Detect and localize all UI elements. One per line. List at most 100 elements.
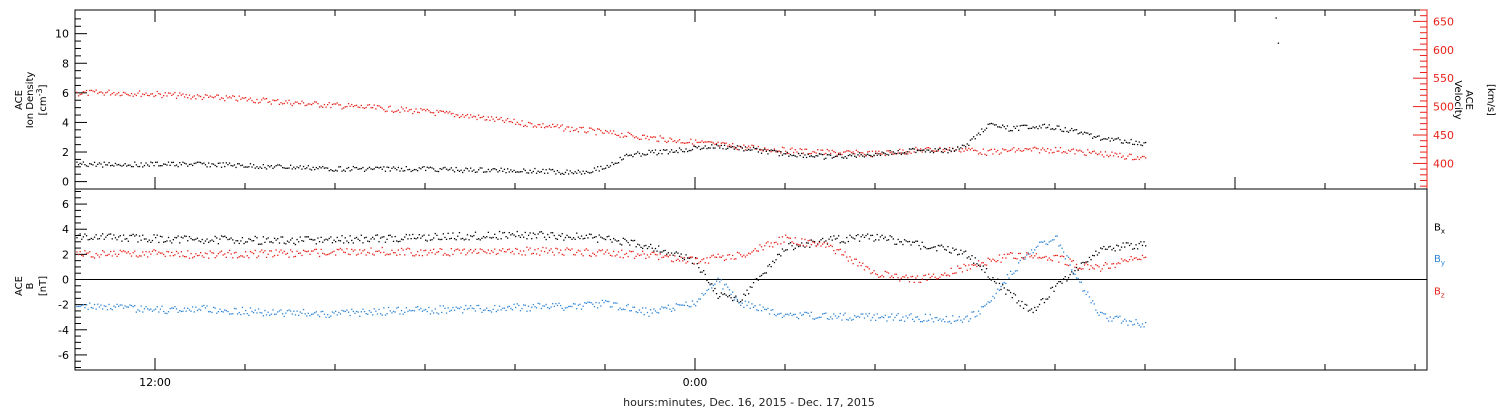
density-point [1108,137,1110,139]
density-point [527,172,530,174]
field-point-z [820,245,822,247]
field-point-x [343,242,345,244]
density-point [777,151,779,153]
density-point [185,163,187,165]
field-point-y [756,309,758,311]
field-point-z [383,251,385,253]
field-point-z [150,253,152,255]
field-point-y [670,310,673,312]
field-point-x [820,239,822,241]
velocity-point [285,100,287,102]
field-point-x [351,239,353,242]
field-point-z [1087,264,1089,266]
field-point-y [412,309,414,312]
velocity-point [961,148,964,150]
field-point-z [270,250,272,252]
field-point-z [617,251,620,253]
field-point-x [1024,303,1026,306]
field-point-y [550,306,552,308]
field-point-x [338,239,340,242]
velocity-point [1026,148,1028,150]
field-point-z [723,259,726,262]
density-point [479,167,481,169]
velocity-point [1034,146,1036,148]
field-point-x [195,238,197,240]
field-point-y [768,313,771,315]
field-point-y [407,310,409,313]
density-point [195,162,197,164]
density-outlier-point [1275,17,1277,19]
velocity-point [580,127,583,129]
density-point [820,153,822,155]
density-point [476,171,478,173]
field-point-x [235,240,237,242]
density-point [987,123,989,125]
field-point-y [953,320,956,322]
velocity-point [711,141,713,143]
density-point [302,165,305,168]
density-point [804,154,806,156]
velocity-point [283,102,285,105]
field-point-x [331,242,334,244]
field-point-y [913,320,915,322]
density-point [417,170,419,172]
field-point-y [1038,241,1041,243]
field-point-z [209,250,211,252]
field-point-x [1002,284,1004,286]
density-point [1016,125,1018,127]
field-point-y [799,312,801,314]
velocity-point [678,139,681,141]
velocity-point [682,142,684,144]
density-point [535,172,538,174]
field-point-x [730,297,732,299]
field-point-y [222,311,224,313]
field-point-y [667,304,669,306]
velocity-point [915,146,917,149]
field-point-z [777,243,779,245]
velocity-point [433,112,435,114]
field-point-y [687,304,689,307]
field-point-z [630,251,632,253]
velocity-point [471,116,473,118]
velocity-point [788,152,790,155]
field-point-y [675,303,677,305]
velocity-point [1063,151,1065,153]
field-point-x [222,236,224,238]
field-point-y [1082,290,1084,292]
field-point-x [167,236,170,239]
field-point-x [246,241,248,243]
velocity-point [1093,150,1095,152]
field-point-x [470,235,472,237]
field-point-z [471,252,473,254]
field-point-y [659,308,661,310]
field-point-y [723,284,726,286]
field-point-x [100,235,102,237]
field-point-z [785,234,787,236]
field-point-y [79,305,81,308]
field-point-x [807,242,809,244]
field-point-z [1058,261,1060,263]
field-point-y [1010,270,1012,272]
field-point-x [211,239,213,241]
field-point-y [1075,277,1078,279]
field-point-z [127,251,129,253]
density-point [204,164,207,166]
density-point [1095,136,1097,138]
field-point-y [965,316,967,318]
density-point [346,167,348,170]
density-point [744,146,747,148]
velocity-point [1080,150,1082,152]
field-point-x [219,238,221,240]
velocity-point [418,111,420,114]
field-point-y [738,302,740,304]
density-point [534,167,536,170]
density-point [253,164,255,166]
density-point [1125,141,1127,143]
field-point-z [285,253,287,255]
field-point-x [910,244,912,246]
field-point-z [611,255,613,257]
field-point-y [952,315,954,317]
velocity-point [312,102,314,105]
field-point-y [1100,311,1102,313]
velocity-point [515,123,517,125]
